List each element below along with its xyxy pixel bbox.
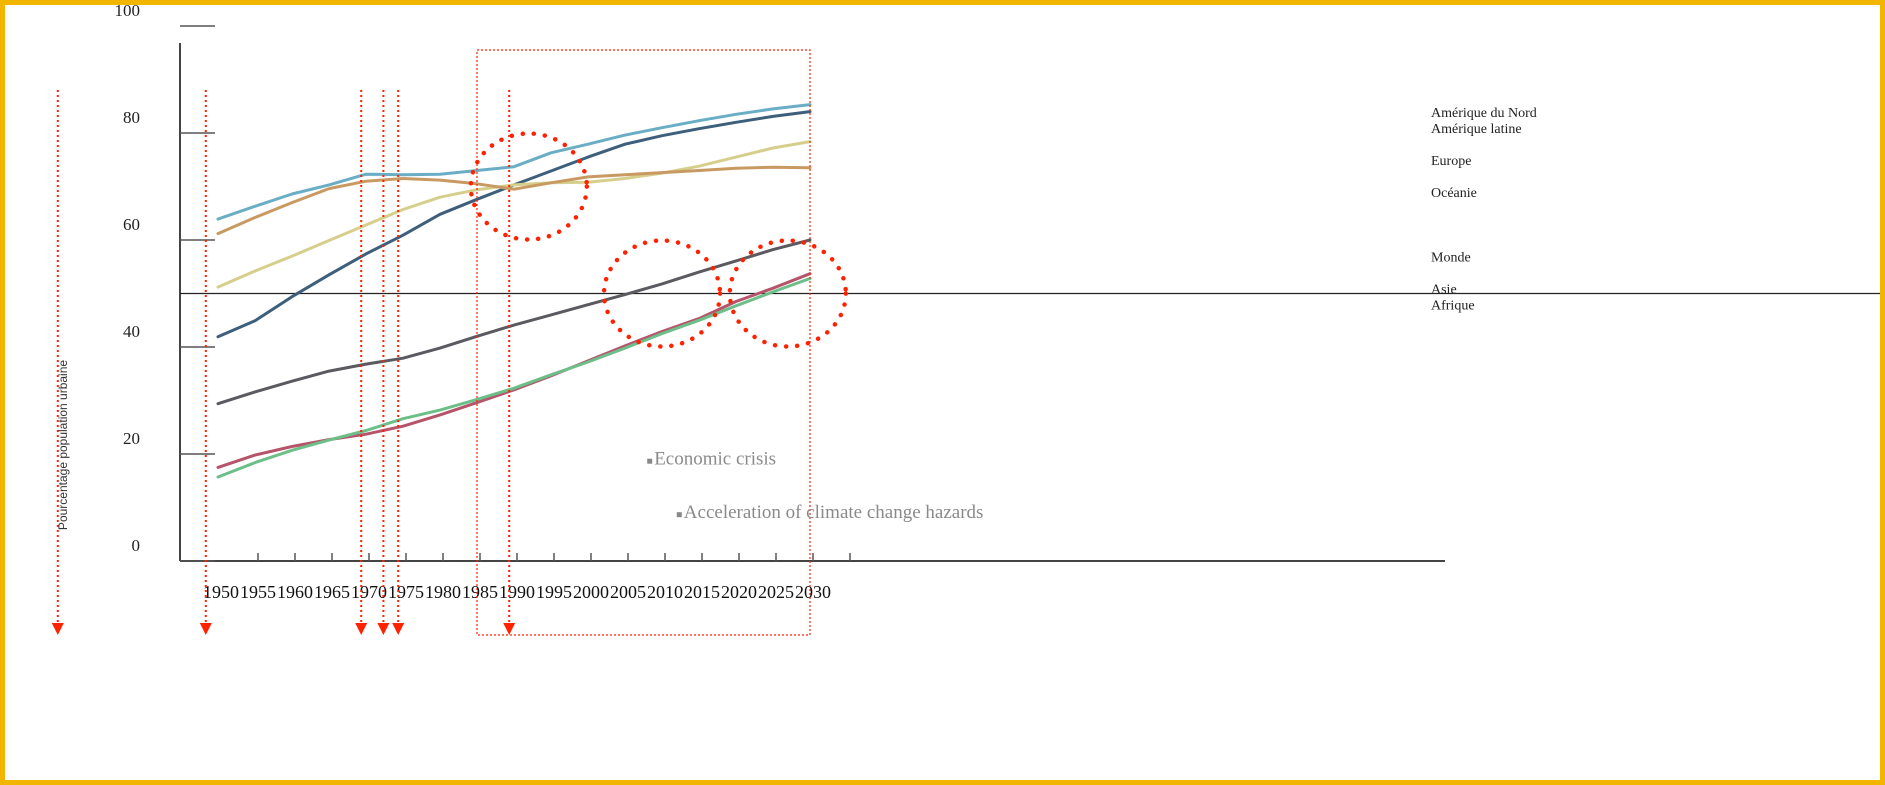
- x-tick-label: 2015: [684, 582, 720, 602]
- y-tick-label: 40: [123, 322, 140, 341]
- y-tick-label: 60: [123, 215, 140, 234]
- annotation-arrow-head: [503, 623, 516, 635]
- note-bullet: [676, 512, 682, 518]
- x-tick-label: 2000: [573, 582, 609, 602]
- annotation-arrow-head: [377, 623, 390, 635]
- legend-label: Amérique latine: [1431, 122, 1522, 137]
- highlight-circle: [468, 131, 590, 242]
- chart-axes: [179, 43, 1445, 562]
- legend-label: Asie: [1431, 283, 1457, 298]
- y-tick-label: 20: [123, 429, 140, 448]
- x-tick-label: 1985: [462, 582, 498, 602]
- x-tick-label: 1990: [499, 582, 535, 602]
- legend-label: Afrique: [1431, 299, 1475, 314]
- y-tick-label: 100: [115, 5, 141, 20]
- x-tick-label: 1965: [314, 582, 350, 602]
- x-tick-label: 1995: [536, 582, 572, 602]
- x-tick-label: 1955: [240, 582, 276, 602]
- highlight-circle: [601, 238, 723, 349]
- x-tick-label: 2020: [721, 582, 757, 602]
- note-bullet: [647, 458, 653, 464]
- annotation-arrow-head: [392, 623, 405, 635]
- series-line-4: [216, 165, 812, 236]
- x-tick-label: 1970: [351, 582, 387, 602]
- highlight-range-box: [476, 49, 811, 636]
- series-line-3: [216, 140, 812, 289]
- x-tick-label: 2025: [758, 582, 794, 602]
- x-tick-label: 2005: [610, 582, 646, 602]
- legend-label: Amérique du Nord: [1431, 106, 1537, 121]
- y-tick-label: 0: [132, 536, 141, 555]
- x-tick-label: 1950: [203, 582, 239, 602]
- x-tick-label: 1975: [388, 582, 424, 602]
- x-tick-label: 1960: [277, 582, 313, 602]
- y-axis-label: Pourcentage population urbaine: [56, 360, 70, 530]
- x-tick-label: 2030: [795, 582, 831, 602]
- x-tick-label: 2010: [647, 582, 683, 602]
- legend-label: Monde: [1431, 250, 1471, 265]
- legend-label: Europe: [1431, 154, 1471, 169]
- x-tick-label: 1980: [425, 582, 461, 602]
- annotation-arrow-head: [51, 623, 64, 635]
- annotation-note: Economic crisis: [654, 449, 776, 470]
- series-line-7: [216, 277, 812, 479]
- y-tick-label: 80: [123, 108, 140, 127]
- series-line-1: [216, 103, 812, 221]
- series-line-6: [216, 272, 812, 469]
- legend-label: Océanie: [1431, 186, 1477, 201]
- annotation-arrow-head: [355, 623, 368, 635]
- annotation-note: Acceleration of climate change hazards: [684, 502, 984, 523]
- series-line-2: [216, 110, 812, 339]
- annotation-arrow-head: [199, 623, 212, 635]
- highlight-circle: [727, 238, 849, 349]
- series-line-5: [216, 238, 812, 406]
